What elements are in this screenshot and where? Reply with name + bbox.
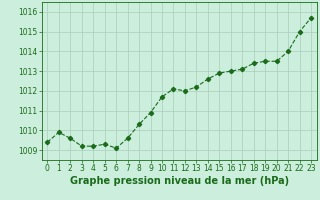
X-axis label: Graphe pression niveau de la mer (hPa): Graphe pression niveau de la mer (hPa): [70, 176, 289, 186]
